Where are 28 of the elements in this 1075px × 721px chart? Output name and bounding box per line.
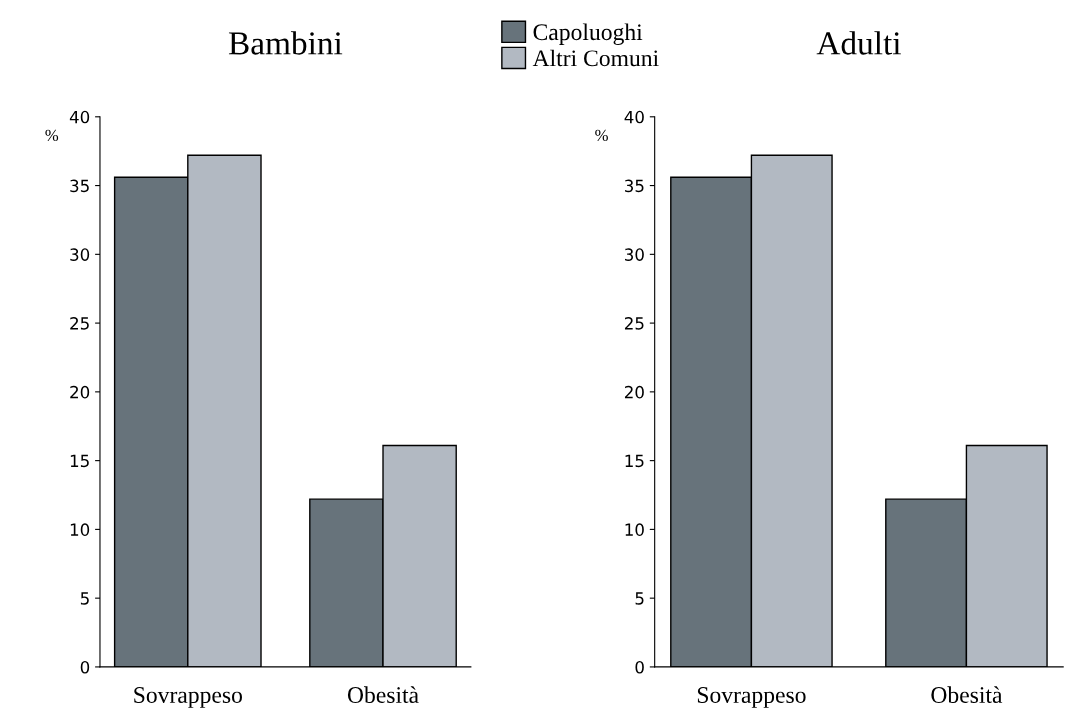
x-tick-label: Sovrappeso (697, 687, 806, 708)
y-axis-title: % (45, 129, 59, 141)
x-tick-label: Obesità (347, 686, 419, 703)
y-tick-label: 10 (625, 523, 644, 536)
y-axis-title: % (595, 129, 608, 141)
y-tick-label: 20 (70, 385, 90, 399)
x-tick-label: Sovrappeso (134, 687, 242, 708)
x-tick-label: Obesità (931, 686, 1003, 703)
y-tick-label: 35 (70, 179, 89, 193)
y-tick-label: 5 (80, 592, 89, 605)
y-tick-label: 30 (70, 248, 90, 261)
y-tick-label: 20 (624, 385, 644, 399)
y-tick-label: 15 (625, 454, 644, 468)
y-tick-label: 5 (635, 592, 644, 605)
y-tick-label: 25 (70, 317, 89, 330)
y-tick-label: 0 (80, 660, 90, 674)
y-tick-label: 10 (70, 523, 90, 536)
legend-label: Capoluoghi (533, 23, 643, 45)
y-tick-label: 25 (624, 317, 644, 330)
chart-title: Adulti (816, 31, 901, 55)
y-tick-label: 0 (635, 660, 644, 674)
y-tick-label: 35 (625, 179, 644, 193)
y-tick-label: 40 (69, 110, 90, 124)
y-tick-label: 15 (70, 454, 89, 468)
y-tick-label: 30 (625, 248, 644, 261)
chart-title: Bambini (228, 31, 343, 55)
legend-label: Altri Comuni (532, 49, 659, 67)
y-tick-label: 40 (624, 110, 644, 124)
